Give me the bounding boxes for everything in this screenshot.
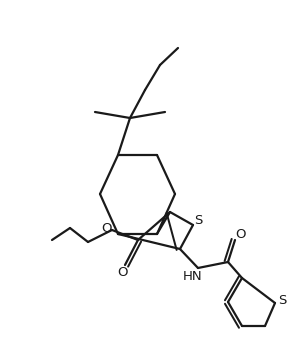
Text: O: O [235,228,245,241]
Text: O: O [117,266,127,279]
Text: HN: HN [183,269,203,282]
Text: S: S [194,215,202,227]
Text: O: O [101,223,111,236]
Text: S: S [278,295,286,307]
